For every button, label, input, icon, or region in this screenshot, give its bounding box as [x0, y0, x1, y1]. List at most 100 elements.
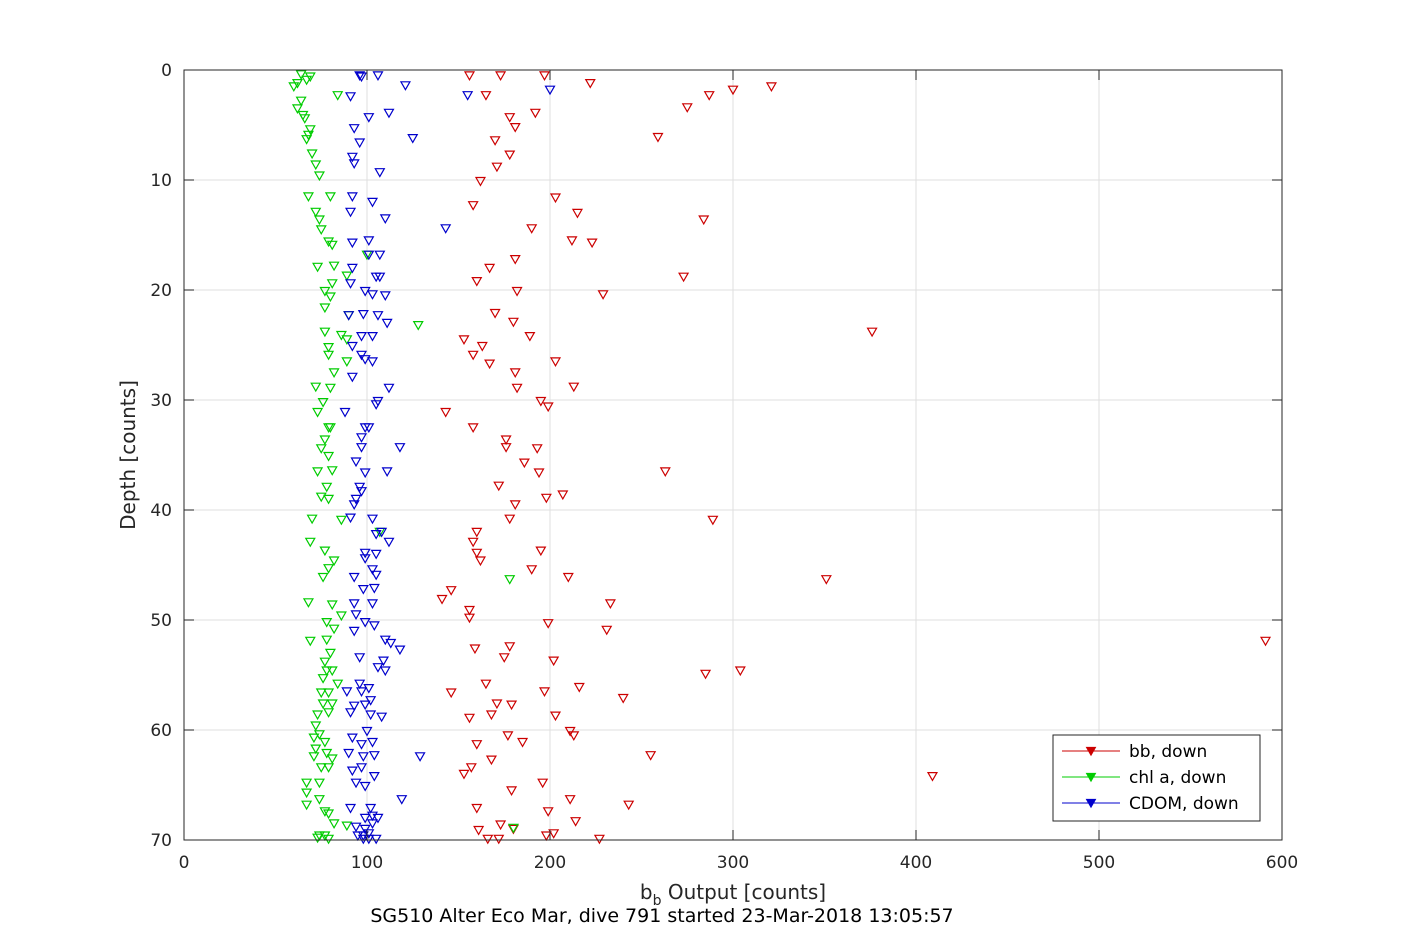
marker-cdom-down [355, 763, 368, 773]
marker-chl-a-down [324, 423, 336, 433]
marker-cdom-down [379, 214, 391, 224]
marker-cdom-down [368, 621, 380, 631]
marker-cdom-down [363, 423, 375, 433]
marker-cdom-down [394, 443, 406, 453]
marker-bb-down [504, 514, 516, 525]
marker-chl-a-down [507, 823, 519, 834]
x-axis-label-rest: Output [counts] [661, 880, 826, 904]
marker-chl-a-down [313, 730, 325, 740]
marker-cdom-down [348, 124, 360, 134]
marker-cdom-down [346, 372, 358, 383]
marker-bb-down [511, 383, 523, 394]
marker-chl-a-down [323, 494, 335, 505]
marker-cdom-down [368, 751, 380, 761]
marker-bb-down [495, 71, 507, 81]
marker-cdom-down [370, 834, 382, 845]
marker-cdom-down [344, 207, 357, 218]
marker-chl-a-down [319, 657, 331, 668]
marker-cdom-down [379, 666, 391, 677]
marker-chl-a-down [323, 343, 335, 353]
marker-cdom-down [381, 467, 393, 477]
marker-chl-a-down [304, 636, 316, 647]
marker-chl-a-down [326, 240, 338, 251]
marker-bb-down [471, 277, 483, 287]
marker-bb-down [573, 682, 585, 693]
legend-marker-chl-a-down [1085, 772, 1097, 783]
marker-chl-a-down [326, 699, 338, 710]
marker-cdom-down [374, 250, 386, 261]
marker-chl-a-down [306, 149, 318, 160]
marker-cdom-down [357, 310, 369, 320]
marker-chl-a-down [288, 82, 300, 92]
marker-chl-a-down [335, 611, 347, 622]
marker-cdom-down [379, 635, 391, 646]
marker-bb-down [678, 272, 690, 283]
marker-chl-a-down [315, 763, 327, 773]
marker-bb-down [765, 82, 777, 92]
marker-cdom-down [379, 291, 391, 301]
legend-label-chl-a-down: chl a, down [1129, 768, 1226, 788]
marker-cdom-down [344, 708, 357, 718]
marker-cdom-down [366, 514, 379, 525]
y-tick-label: 40 [150, 501, 172, 521]
y-tick-label: 70 [150, 831, 172, 851]
marker-chl-a-down [315, 688, 327, 699]
legend-marker-cdom-down [1085, 798, 1097, 809]
marker-chl-a-down [328, 261, 340, 272]
marker-cdom-down [357, 584, 369, 595]
marker-chl-a-down [319, 737, 331, 748]
marker-bb-down [703, 91, 715, 101]
marker-bb-down [467, 423, 479, 433]
marker-bb-down [509, 122, 521, 133]
marker-bb-down [471, 548, 483, 559]
marker-bb-down [548, 829, 560, 839]
marker-cdom-down [385, 638, 397, 649]
marker-cdom-down [396, 795, 408, 805]
marker-cdom-down [363, 113, 375, 123]
y-tick-label: 50 [150, 611, 172, 631]
marker-bb-down [504, 642, 516, 652]
marker-bb-down [489, 136, 501, 146]
marker-chl-a-down [319, 303, 331, 314]
marker-cdom-down [344, 92, 357, 102]
marker-chl-a-down [310, 721, 322, 732]
marker-cdom-down [355, 687, 368, 697]
marker-bb-down [480, 91, 492, 101]
marker-cdom-down [348, 599, 360, 609]
y-tick-label: 30 [150, 391, 172, 411]
marker-cdom-down [357, 831, 369, 842]
marker-chl-a-down [321, 666, 333, 677]
marker-bb-down [445, 688, 457, 699]
marker-cdom-down [354, 71, 366, 81]
marker-cdom-down [350, 610, 362, 620]
marker-chl-a-down [412, 321, 424, 331]
marker-bb-down [540, 831, 552, 842]
marker-chl-a-down [310, 160, 322, 171]
y-tick-label: 20 [150, 281, 172, 301]
marker-bb-down [604, 599, 616, 609]
x-tick-label: 0 [179, 853, 190, 873]
marker-chl-a-down [324, 648, 336, 659]
marker-bb-down [617, 693, 629, 704]
marker-bb-down [1259, 636, 1272, 647]
marker-cdom-down [359, 355, 371, 365]
marker-bb-down [469, 644, 481, 655]
legend-label-cdom-down: CDOM, down [1129, 794, 1239, 814]
marker-chl-a-down [323, 451, 335, 462]
x-axis-label: bb Output [counts] [640, 880, 826, 909]
marker-cdom-down [357, 752, 369, 762]
marker-bb-down [440, 407, 452, 418]
marker-chl-a-down [301, 135, 313, 145]
x-tick-label: 300 [717, 853, 749, 873]
marker-chl-a-down [341, 335, 353, 345]
marker-cdom-down [348, 626, 360, 637]
y-tick-label: 60 [150, 721, 172, 741]
marker-cdom-down [407, 134, 419, 144]
marker-chl-a-down [328, 819, 340, 829]
marker-bb-down [659, 467, 671, 477]
marker-cdom-down [370, 570, 382, 581]
marker-bb-down [463, 713, 476, 724]
marker-bb-down [698, 215, 710, 226]
marker-bb-down [467, 350, 479, 361]
marker-chl-a-down [306, 514, 318, 525]
